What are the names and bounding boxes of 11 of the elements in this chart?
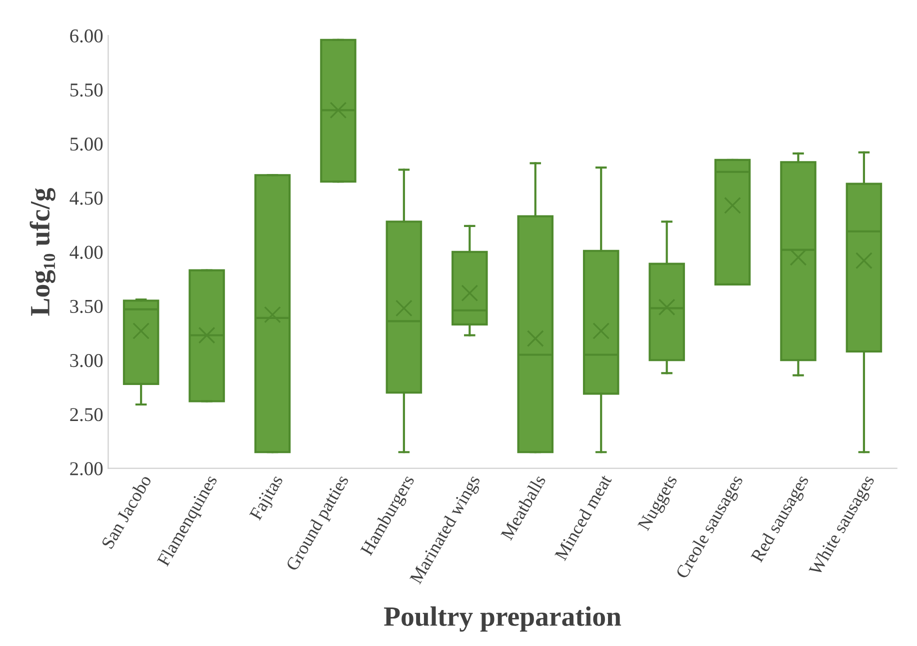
y-tick-label: 2.00 [70,462,103,476]
x-axis-title: Poultry preparation [384,606,622,632]
y-tick-label: 5.00 [70,138,103,151]
y-tick-label: 4.50 [70,192,103,205]
y-tick-label: 2.50 [70,408,103,422]
y-tick-label: 3.50 [70,300,103,314]
y-tick-label: 3.00 [70,354,103,368]
y-tick-label: 5.50 [70,83,103,97]
y-tick-label: 4.00 [70,246,103,259]
y-axis-title: Log₁₀ ufc/g [30,188,56,316]
y-tick-label: 6.00 [70,29,103,43]
